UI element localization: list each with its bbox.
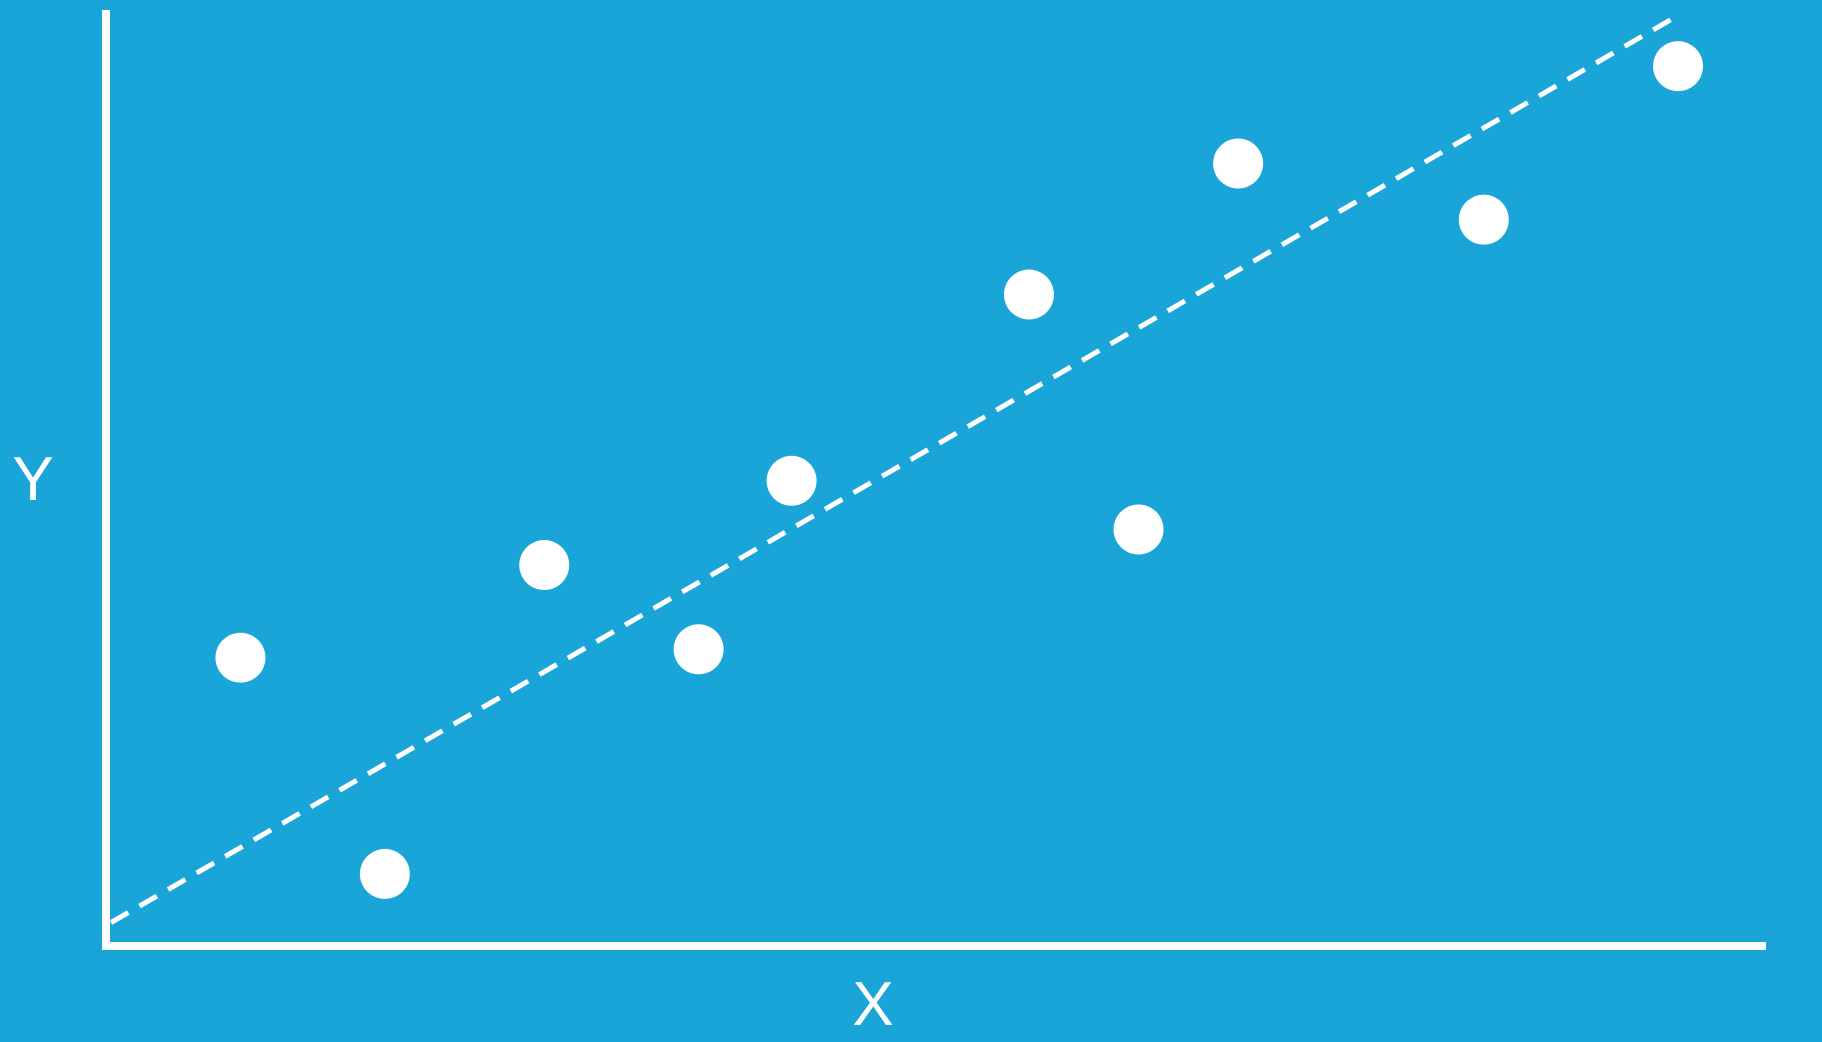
data-point-4: [673, 624, 724, 675]
data-points: [215, 41, 1704, 899]
data-point-7: [1113, 504, 1164, 555]
y-axis-label: Y: [12, 445, 53, 514]
trendline: [109, 17, 1673, 925]
data-point-9: [1458, 194, 1509, 245]
data-point-1: [215, 632, 266, 683]
data-point-8: [1213, 138, 1264, 189]
data-point-6: [1003, 269, 1054, 320]
x-axis-label: X: [852, 970, 893, 1039]
data-point-5: [766, 455, 817, 506]
data-point-10: [1653, 41, 1704, 92]
data-point-3: [519, 540, 570, 591]
data-point-2: [359, 848, 410, 899]
